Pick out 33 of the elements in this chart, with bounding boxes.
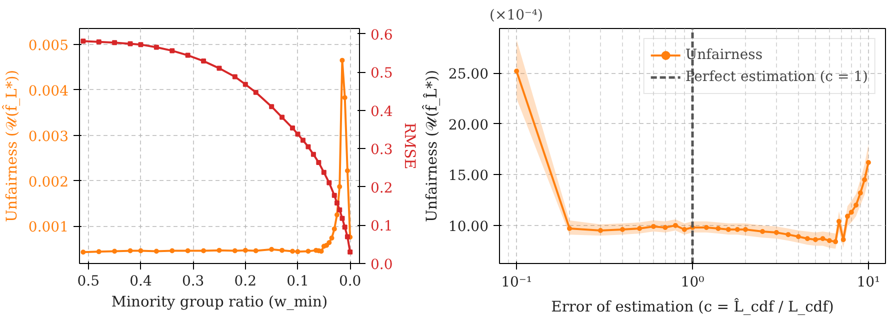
y-tick-label: 0.003 xyxy=(28,128,69,145)
x-tick-label: 0.0 xyxy=(338,274,362,290)
y-axis-title: Unfairness (𝒰(f̂_L*)) xyxy=(2,70,20,222)
y-tick-label: 10.00 xyxy=(448,218,489,235)
y2-tick-label: 0.2 xyxy=(370,180,393,196)
text: (×10⁻⁴) xyxy=(490,8,543,24)
ref-line-label: Perfect estimation (c = 1) xyxy=(685,69,868,85)
y-tick-label: 20.00 xyxy=(448,117,489,134)
x-axis-title: Error of estimation (c = L̂_cdf / L_cdf) xyxy=(551,298,834,316)
x-tick-label: 0.1 xyxy=(286,274,309,290)
y2-tick-label: 0.0 xyxy=(370,257,393,273)
y-tick-label: 15.00 xyxy=(448,168,489,184)
x-tick-label: 0.4 xyxy=(130,274,152,290)
x-tick-label: 10⁰ xyxy=(680,274,705,290)
y2-tick-label: 0.1 xyxy=(370,218,393,235)
y-tick-label: 0.001 xyxy=(28,220,69,236)
legend-label: Unfairness xyxy=(685,47,763,63)
y-tick-label: 0.005 xyxy=(28,38,69,54)
x-tick-label: 0.2 xyxy=(234,274,257,290)
y2-tick-label: 0.5 xyxy=(370,66,393,82)
y2-axis-title: RMSE xyxy=(400,122,418,170)
y2-tick-label: 0.4 xyxy=(370,104,393,120)
y-tick-label: 25.00 xyxy=(448,66,489,83)
x-tick-label: 10⁻¹ xyxy=(501,274,532,290)
x-tick-label: 0.5 xyxy=(77,274,100,290)
y-axis-title: Unfairness (𝒰(f̂_L̂*)) xyxy=(422,70,440,222)
x-axis-title: Minority group ratio (w_min) xyxy=(111,294,328,310)
y2-tick-label: 0.6 xyxy=(370,27,393,44)
y2-tick-label: 0.3 xyxy=(370,142,393,158)
x-tick-label: 0.3 xyxy=(182,274,204,290)
y-tick-label: 0.002 xyxy=(28,174,69,190)
y-tick-label: 0.004 xyxy=(28,83,69,100)
x-tick-label: 10¹ xyxy=(856,274,880,290)
